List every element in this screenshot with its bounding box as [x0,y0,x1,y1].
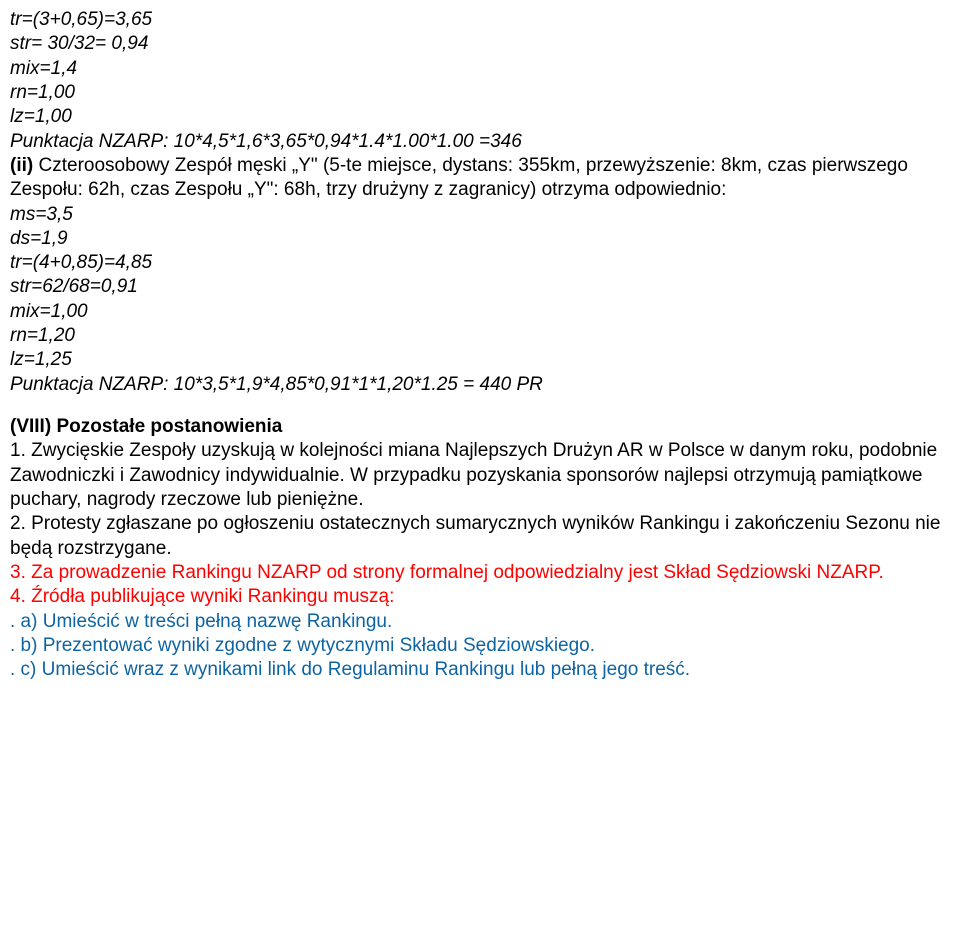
calc-line: mix=1,4 [10,57,960,81]
section-viii-item-1: 1. Zwycięskie Zespoły uzyskują w kolejno… [10,439,960,512]
calc-line: rn=1,20 [10,324,960,348]
section-viii-item-4b: . b) Prezentować wyniki zgodne z wytyczn… [10,634,960,658]
example-ii-text: Czteroosobowy Zespół męski „Y" (5-te mie… [10,155,908,200]
calc-line: ms=3,5 [10,203,960,227]
calc-line: lz=1,00 [10,105,960,129]
calc-block-2: ms=3,5 ds=1,9 tr=(4+0,85)=4,85 str=62/68… [10,203,960,398]
section-viii-item-4a: . a) Umieścić w treści pełną nazwę Ranki… [10,610,960,634]
calc-line: ds=1,9 [10,227,960,251]
section-viii-item-4c: . c) Umieścić wraz z wynikami link do Re… [10,658,960,682]
calc-line: Punktacja NZARP: 10*3,5*1,9*4,85*0,91*1*… [10,373,960,397]
calc-line: tr=(4+0,85)=4,85 [10,251,960,275]
calc-line: lz=1,25 [10,348,960,372]
example-ii-intro: (ii) Czteroosobowy Zespół męski „Y" (5-t… [10,154,960,203]
calc-line: str= 30/32= 0,94 [10,32,960,56]
section-viii-item-3: 3. Za prowadzenie Rankingu NZARP od stro… [10,561,960,585]
calc-line: Punktacja NZARP: 10*4,5*1,6*3,65*0,94*1.… [10,130,960,154]
calc-line: tr=(3+0,65)=3,65 [10,8,960,32]
section-viii-heading: (VIII) Pozostałe postanowienia [10,415,960,439]
example-ii-prefix: (ii) [10,155,33,176]
calc-line: str=62/68=0,91 [10,275,960,299]
calc-line: rn=1,00 [10,81,960,105]
section-viii-item-4: 4. Źródła publikujące wyniki Rankingu mu… [10,585,960,609]
calc-line: mix=1,00 [10,300,960,324]
calc-block-1: tr=(3+0,65)=3,65 str= 30/32= 0,94 mix=1,… [10,8,960,154]
section-viii-item-2: 2. Protesty zgłaszane po ogłoszeniu osta… [10,512,960,561]
